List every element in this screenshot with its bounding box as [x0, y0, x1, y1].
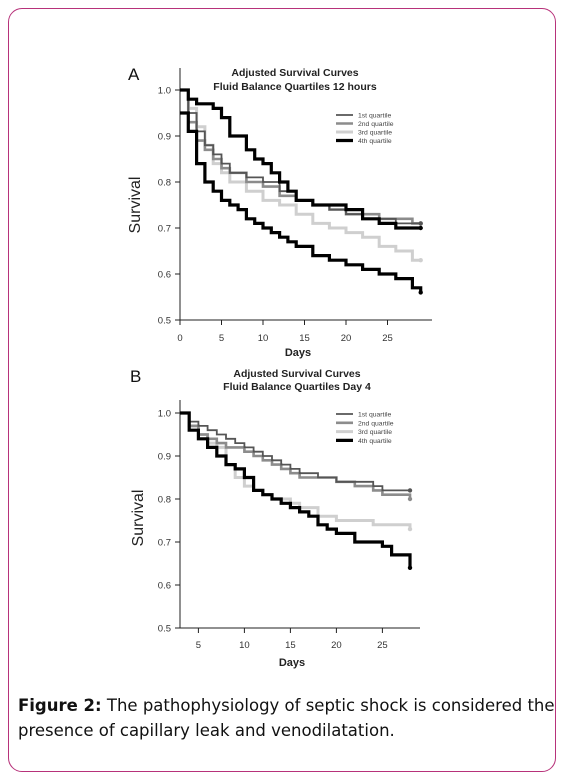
panel-b-y-tick-label: 0.9 [158, 452, 171, 463]
panel-a-legend-label: 4th quartile [358, 138, 392, 145]
panel-b-x-title: Days [279, 657, 305, 669]
panel-a-legend-label: 3rd quartile [358, 130, 392, 137]
panel-b-x-tick-label: 5 [196, 640, 201, 651]
panel-a-x-tick-label: 20 [341, 333, 352, 344]
panel-b-label: B [130, 367, 141, 386]
caption-text: The pathophysiology of septic shock is c… [18, 696, 555, 740]
caption-label: Figure 2: [18, 696, 102, 715]
panel-b-subtitle: Fluid Balance Quartiles Day 4 [223, 381, 371, 393]
panel-b-legend-label: 3rd quartile [358, 429, 392, 436]
panel-b-series-end-point [407, 496, 413, 502]
panel-a-x-title: Days [285, 347, 311, 359]
panel-b-y-tick-label: 1.0 [158, 409, 171, 420]
panel-a-legend-label: 1st quartile [358, 113, 391, 120]
panel-a-y-tick-label: 0.9 [158, 132, 171, 143]
panel-b-series-end-point [407, 565, 413, 570]
panel-b-y-tick-label: 0.7 [158, 538, 171, 549]
figure-caption: Figure 2: The pathophysiology of septic … [18, 693, 558, 743]
panel-b-legend-label: 4th quartile [358, 438, 392, 445]
panel-b-series-end-point [407, 526, 413, 532]
panel-a-series-end-point [418, 221, 423, 226]
panel-b-title: Adjusted Survival Curves [233, 368, 360, 380]
panel-b-y-tick-label: 0.6 [158, 581, 171, 592]
panel-b-x-tick-label: 20 [331, 640, 342, 651]
panel-a-series-end-point [418, 290, 423, 295]
panel-a-x-tick-label: 25 [382, 333, 393, 344]
panel-a-y-tick-label: 0.5 [158, 316, 171, 327]
figure-frame [8, 8, 556, 772]
panel-a-x-tick-label: 15 [299, 333, 310, 344]
panel-a-label: A [128, 65, 140, 84]
panel-b-y-tick-label: 0.8 [158, 495, 171, 506]
panel-a-x-tick-label: 5 [219, 333, 224, 344]
panel-b-y-title: Survival [130, 490, 147, 547]
panel-a-title: Adjusted Survival Curves [231, 67, 358, 79]
panel-b-series-line [180, 411, 412, 568]
panel-a-y-title: Survival [127, 177, 144, 234]
panel-b-x-tick-label: 25 [377, 640, 388, 651]
panel-a-series-end-point [418, 225, 423, 231]
panel-b-series-end-point [407, 488, 413, 493]
panel-a-series-line [180, 89, 421, 225]
panel-a-legend-label: 2nd quartile [358, 121, 394, 128]
panel-b-x-tick-label: 15 [285, 640, 296, 651]
panel-a-x-tick-label: 0 [177, 333, 182, 344]
panel-a-y-tick-label: 0.8 [158, 178, 171, 189]
panel-a-series-line [180, 111, 423, 293]
panel-b-legend-label: 1st quartile [358, 412, 391, 419]
panel-a-series-line [180, 88, 421, 225]
panel-a-y-tick-label: 1.0 [158, 86, 171, 97]
panel-a-subtitle: Fluid Balance Quartiles 12 hours [213, 81, 377, 93]
panel-a-series-end-point [418, 258, 423, 263]
panel-b-y-tick-label: 0.5 [158, 624, 171, 635]
panel-a-series-line [180, 88, 421, 230]
panel-a-y-tick-label: 0.7 [158, 224, 171, 235]
panel-b-series-line [180, 412, 410, 492]
panel-a-y-tick-label: 0.6 [158, 270, 171, 281]
panel-a-x-tick-label: 10 [258, 333, 269, 344]
panel-b-legend-label: 2nd quartile [358, 420, 394, 427]
panel-b-x-tick-label: 10 [239, 640, 250, 651]
